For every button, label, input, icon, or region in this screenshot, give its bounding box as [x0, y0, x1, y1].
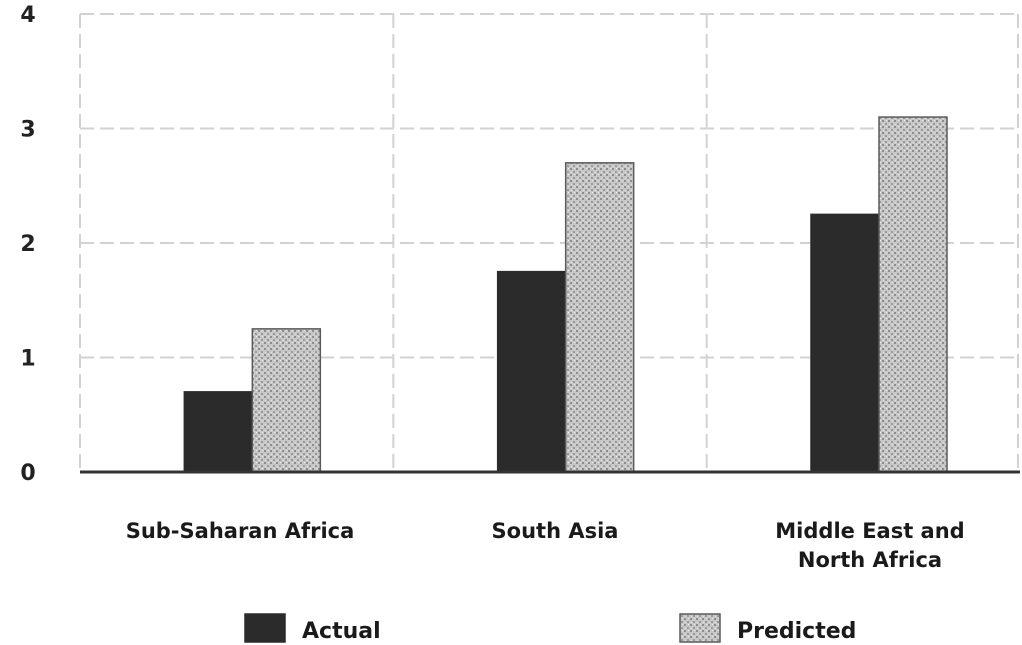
- bar-predicted-2: [878, 116, 948, 473]
- y-tick-label: 1: [20, 347, 35, 372]
- bar-actual-2: [810, 213, 880, 473]
- category-label: Sub-Saharan Africa: [126, 519, 355, 543]
- category-label: Middle East and: [775, 519, 964, 543]
- legend: Actual Predicted: [244, 613, 856, 644]
- bar-predicted-1: [564, 162, 635, 473]
- legend-swatch-actual: [244, 613, 286, 643]
- category-label: South Asia: [492, 519, 619, 543]
- legend-label-actual: Actual: [302, 619, 381, 644]
- bar-actual-1: [496, 270, 567, 473]
- y-tick-label: 0: [20, 461, 35, 486]
- category-label: North Africa: [798, 548, 942, 572]
- bar-predicted-0: [251, 328, 322, 473]
- y-tick-label: 2: [20, 232, 35, 257]
- bars: [183, 116, 948, 473]
- y-tick-label: 3: [20, 118, 35, 143]
- legend-swatch-predicted: [679, 613, 721, 643]
- category-labels: Sub-Saharan Africa South Asia Middle East …: [126, 519, 965, 572]
- bar-actual-0: [183, 391, 254, 473]
- legend-label-predicted: Predicted: [737, 619, 856, 644]
- y-tick-label: 4: [20, 3, 35, 28]
- y-axis-ticks: 0 1 2 3 4: [20, 3, 35, 486]
